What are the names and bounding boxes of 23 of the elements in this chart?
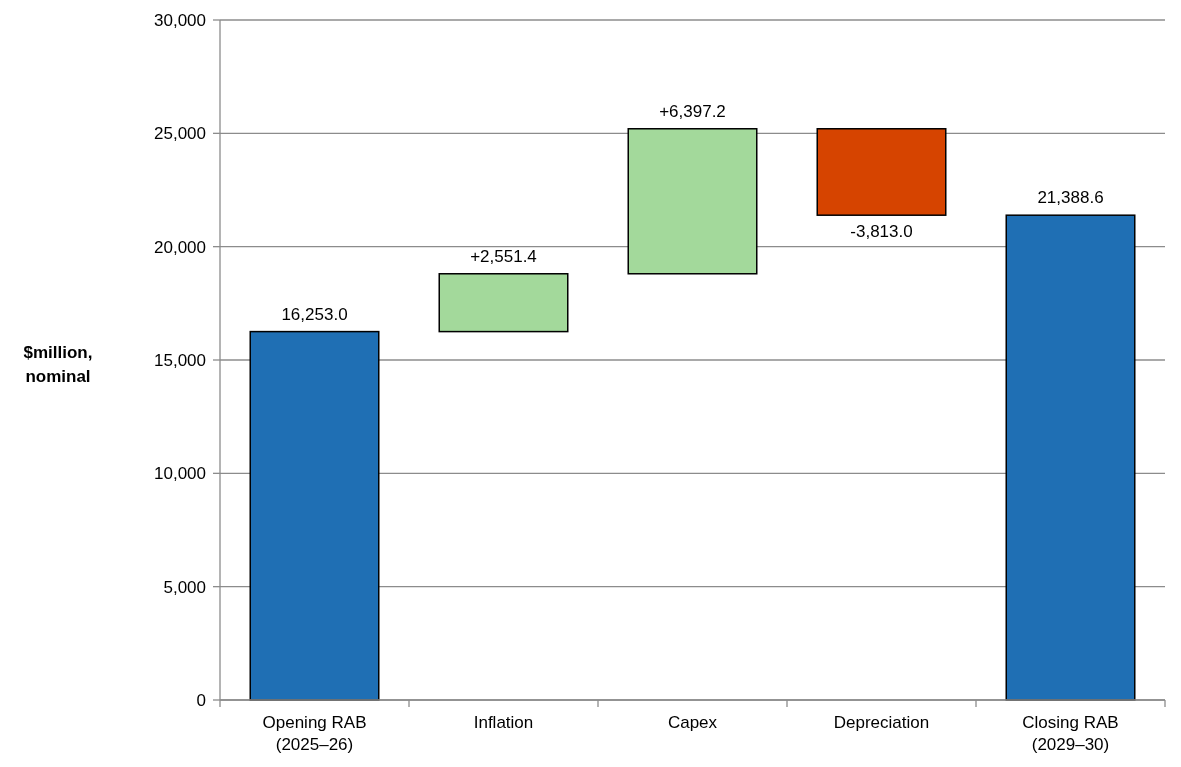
x-tick-label: Closing RAB (2029–30) [1022,713,1119,754]
bar [249,330,380,701]
data-label: +2,551.4 [470,246,537,266]
y-tick-label: 20,000 [154,237,206,257]
y-axis-title: $million, nominal [23,343,93,386]
data-label: 16,253.0 [281,304,348,324]
y-tick-label: 25,000 [154,124,206,144]
bar [438,273,569,333]
x-tick-label: Depreciation [833,713,930,732]
bar [1005,214,1136,701]
data-label: 21,388.6 [1037,188,1104,208]
data-label: -3,813.0 [850,222,913,242]
x-tick-label: Capex [667,713,718,732]
y-tick-label: 5,000 [163,577,206,597]
bar [816,128,947,216]
x-tick-label: Inflation [473,713,534,732]
data-label: +6,397.2 [659,101,726,121]
y-tick-label: 30,000 [154,11,206,30]
y-tick-label: 0 [196,691,206,710]
bar [627,128,758,275]
x-tick-label: Opening RAB (2025–26) [262,713,367,754]
y-tick-label: 15,000 [154,351,206,370]
y-tick-label: 10,000 [154,464,206,484]
